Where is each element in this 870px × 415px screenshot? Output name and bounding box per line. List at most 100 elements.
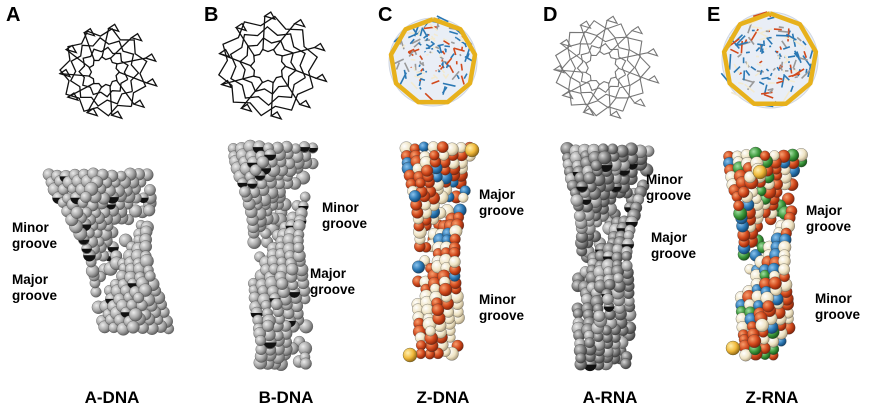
atom-bond: [425, 37, 429, 42]
atom-sphere: [415, 348, 427, 360]
groove-shadow: [307, 148, 318, 153]
backbone-trace: [78, 46, 129, 98]
atom-bond: [459, 35, 464, 41]
atom-bond: [747, 36, 755, 45]
atom-bond: [759, 60, 763, 64]
atom-bond: [436, 15, 449, 23]
atom-bond: [740, 40, 743, 54]
atom-bond: [779, 65, 783, 71]
sugar-ring-trace: [218, 48, 231, 58]
atom-sphere: [575, 352, 587, 364]
atom-bond: [805, 68, 808, 74]
base-pair-trace: [608, 82, 612, 116]
atom-bond: [756, 70, 764, 73]
atom-bond: [395, 62, 401, 70]
atom-sphere: [293, 242, 305, 254]
groove-label-a-2: Major groove: [12, 272, 58, 303]
atom-sphere: [739, 348, 752, 362]
atom-bond: [393, 58, 405, 65]
atom-sphere: [613, 272, 624, 284]
atom-bond: [744, 83, 756, 93]
atom-bond: [790, 85, 794, 93]
sugar-ring-trace: [269, 110, 283, 120]
atom-sphere: [768, 276, 782, 290]
top-view-disc: [388, 17, 478, 107]
atom-bond: [738, 81, 744, 85]
base-pair-trace: [553, 69, 587, 74]
sugar-ring-trace: [130, 32, 143, 42]
atom-sphere: [128, 204, 143, 218]
groove-label-c-1: Major groove: [479, 187, 525, 218]
sugar-ring-trace: [582, 107, 595, 117]
atom-sphere: [597, 150, 612, 165]
groove-shadow: [583, 364, 597, 371]
base-pair-trace: [101, 28, 110, 58]
atom-bond: [782, 73, 790, 81]
groove-label-b-1: Minor groove: [322, 200, 368, 231]
atom-sphere: [144, 270, 156, 282]
panel-letter-d: D: [543, 4, 558, 26]
top-view-a-dna: [58, 23, 158, 120]
atom-bond: [763, 93, 774, 99]
atom-sphere: [759, 150, 771, 161]
sugar-ring-trace: [559, 38, 572, 48]
atom-sphere: [408, 190, 421, 203]
atom-bond: [776, 80, 784, 84]
sugar-ring-trace: [630, 25, 644, 35]
groove-label-b-2: Major groove: [310, 266, 356, 297]
panel-letter-b: B: [204, 4, 219, 26]
base-pair-trace: [615, 52, 648, 60]
atom-sphere: [299, 357, 312, 370]
atom-bond: [793, 68, 802, 75]
atom-bond: [780, 61, 784, 67]
atom-bond: [738, 41, 751, 47]
groove-shadow: [263, 342, 277, 349]
atom-sphere: [128, 307, 143, 322]
atom-sphere: [584, 337, 595, 349]
atom-sphere: [458, 192, 469, 203]
atom-bond: [437, 43, 444, 47]
atom-bond: [766, 37, 773, 45]
sugar-ring-trace: [85, 107, 99, 117]
atom-sphere: [80, 191, 92, 203]
atom-sphere: [239, 186, 251, 198]
phosphate-atom: [402, 347, 418, 363]
atom-sphere: [425, 325, 436, 337]
base-pair-trace: [272, 23, 296, 51]
atom-bond: [778, 26, 784, 29]
top-view-z-dna: [388, 15, 478, 107]
atom-bond: [464, 43, 467, 48]
atom-bond: [411, 38, 421, 45]
atom-bond: [793, 50, 801, 61]
atom-sphere: [755, 318, 769, 332]
sugar-ring-trace: [132, 99, 146, 109]
atom-bond: [444, 45, 450, 48]
panel-letter-a: A: [6, 4, 21, 26]
atom-sphere: [782, 192, 795, 206]
atom-sphere: [621, 251, 632, 262]
atom-bond: [416, 72, 423, 77]
atom-bond: [760, 50, 765, 55]
atom-bond: [769, 72, 773, 77]
atom-bond: [788, 73, 801, 78]
atom-bond: [454, 36, 458, 39]
atom-bond: [409, 38, 415, 45]
phosphate-atom: [752, 164, 768, 180]
atom-bond: [778, 53, 782, 57]
groove-shadow: [617, 170, 630, 176]
atom-bond: [781, 40, 788, 49]
atom-bond: [730, 48, 739, 55]
atom-bond: [426, 21, 439, 32]
atom-sphere: [570, 193, 584, 207]
atom-bond: [745, 69, 751, 76]
base-pair-trace: [284, 65, 317, 80]
atom-sphere: [138, 283, 152, 297]
atom-bond: [408, 48, 420, 54]
atom-bond: [755, 47, 761, 52]
base-pair-trace: [617, 67, 649, 81]
atom-bond: [792, 59, 797, 69]
groove-shadow: [247, 183, 258, 189]
atom-bond: [798, 57, 808, 61]
atom-sphere: [573, 210, 586, 222]
groove-label-e-1: Major groove: [806, 203, 852, 234]
